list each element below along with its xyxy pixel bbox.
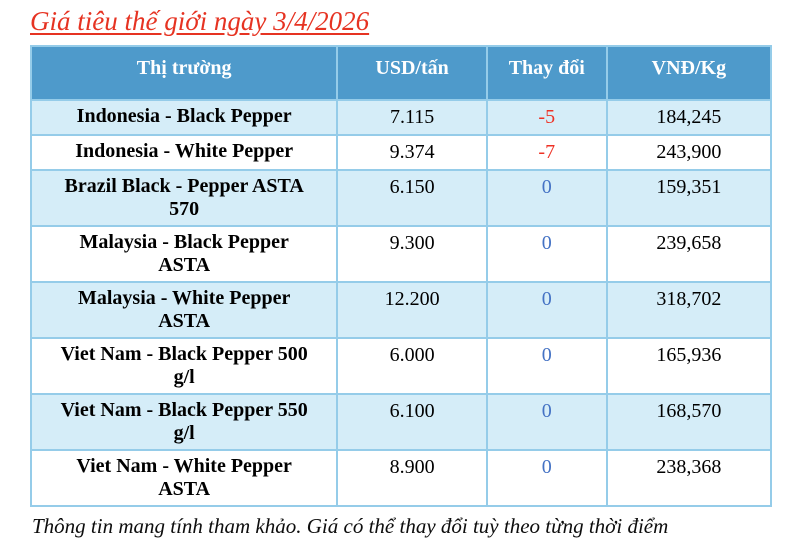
change-cell: 0 [485,393,608,451]
change-cell: 0 [485,225,608,283]
usd-price-cell: 9.374 [336,134,488,171]
change-cell: 0 [485,169,608,227]
column-header-change: Thay đổi [485,45,608,101]
usd-price-cell: 6.000 [336,337,488,395]
table-row: Brazil Black - Pepper ASTA 570 6.150 0 159,… [29,169,773,227]
table-header-row: Thị trường USD/tấn Thay đổi VNĐ/Kg [29,45,773,101]
vnd-price-cell: 238,368 [605,449,773,507]
vnd-price-cell: 184,245 [605,99,773,136]
table-row: Viet Nam - White Pepper ASTA 8.900 0 238,36… [29,449,773,507]
table-row: Indonesia - White Pepper 9.374 -7 243,900 [29,134,773,171]
vnd-price-cell: 239,658 [605,225,773,283]
usd-price-cell: 7.115 [336,99,488,136]
vnd-price-cell: 159,351 [605,169,773,227]
change-cell: -5 [485,99,608,136]
footnote-disclaimer: Thông tin mang tính tham khảo. Giá có th… [32,514,669,538]
table-row: Malaysia - Black Pepper ASTA 9.300 0 239,65… [29,225,773,283]
column-header-market: Thị trường [29,45,339,101]
market-name-cell: Indonesia - White Pepper [29,134,339,171]
vnd-price-cell: 318,702 [605,281,773,339]
change-cell: -7 [485,134,608,171]
table-row: Malaysia - White Pepper ASTA 12.200 0 318,7… [29,281,773,339]
market-name-cell: Viet Nam - Black Pepper 500 g/l [29,337,339,395]
vnd-price-cell: 243,900 [605,134,773,171]
market-name-cell: Brazil Black - Pepper ASTA 570 [29,169,339,227]
market-name-cell: Viet Nam - Black Pepper 550 g/l [29,393,339,451]
page-title: Giá tiêu thế giới ngày 3/4/2026 [30,6,370,36]
market-name-cell: Malaysia - White Pepper ASTA [29,281,339,339]
column-header-usd-per-ton: USD/tấn [336,45,488,101]
market-name-cell: Malaysia - Black Pepper ASTA [29,225,339,283]
vnd-price-cell: 168,570 [605,393,773,451]
vnd-price-cell: 165,936 [605,337,773,395]
usd-price-cell: 12.200 [336,281,488,339]
change-cell: 0 [485,449,608,507]
usd-price-cell: 9.300 [336,225,488,283]
usd-price-cell: 6.100 [336,393,488,451]
usd-price-cell: 8.900 [336,449,488,507]
change-cell: 0 [485,337,608,395]
column-header-vnd-per-kg: VNĐ/Kg [605,45,773,101]
table-row: Indonesia - Black Pepper 7.115 -5 184,245 [29,99,773,136]
usd-price-cell: 6.150 [336,169,488,227]
market-name-cell: Indonesia - Black Pepper [29,99,339,136]
table-row: Viet Nam - Black Pepper 550 g/l 6.100 0 168… [29,393,773,451]
pepper-price-table: Thị trường USD/tấn Thay đổi VNĐ/Kg Indon… [29,45,773,507]
change-cell: 0 [485,281,608,339]
table-row: Viet Nam - Black Pepper 500 g/l 6.000 0 165… [29,337,773,395]
market-name-cell: Viet Nam - White Pepper ASTA [29,449,339,507]
